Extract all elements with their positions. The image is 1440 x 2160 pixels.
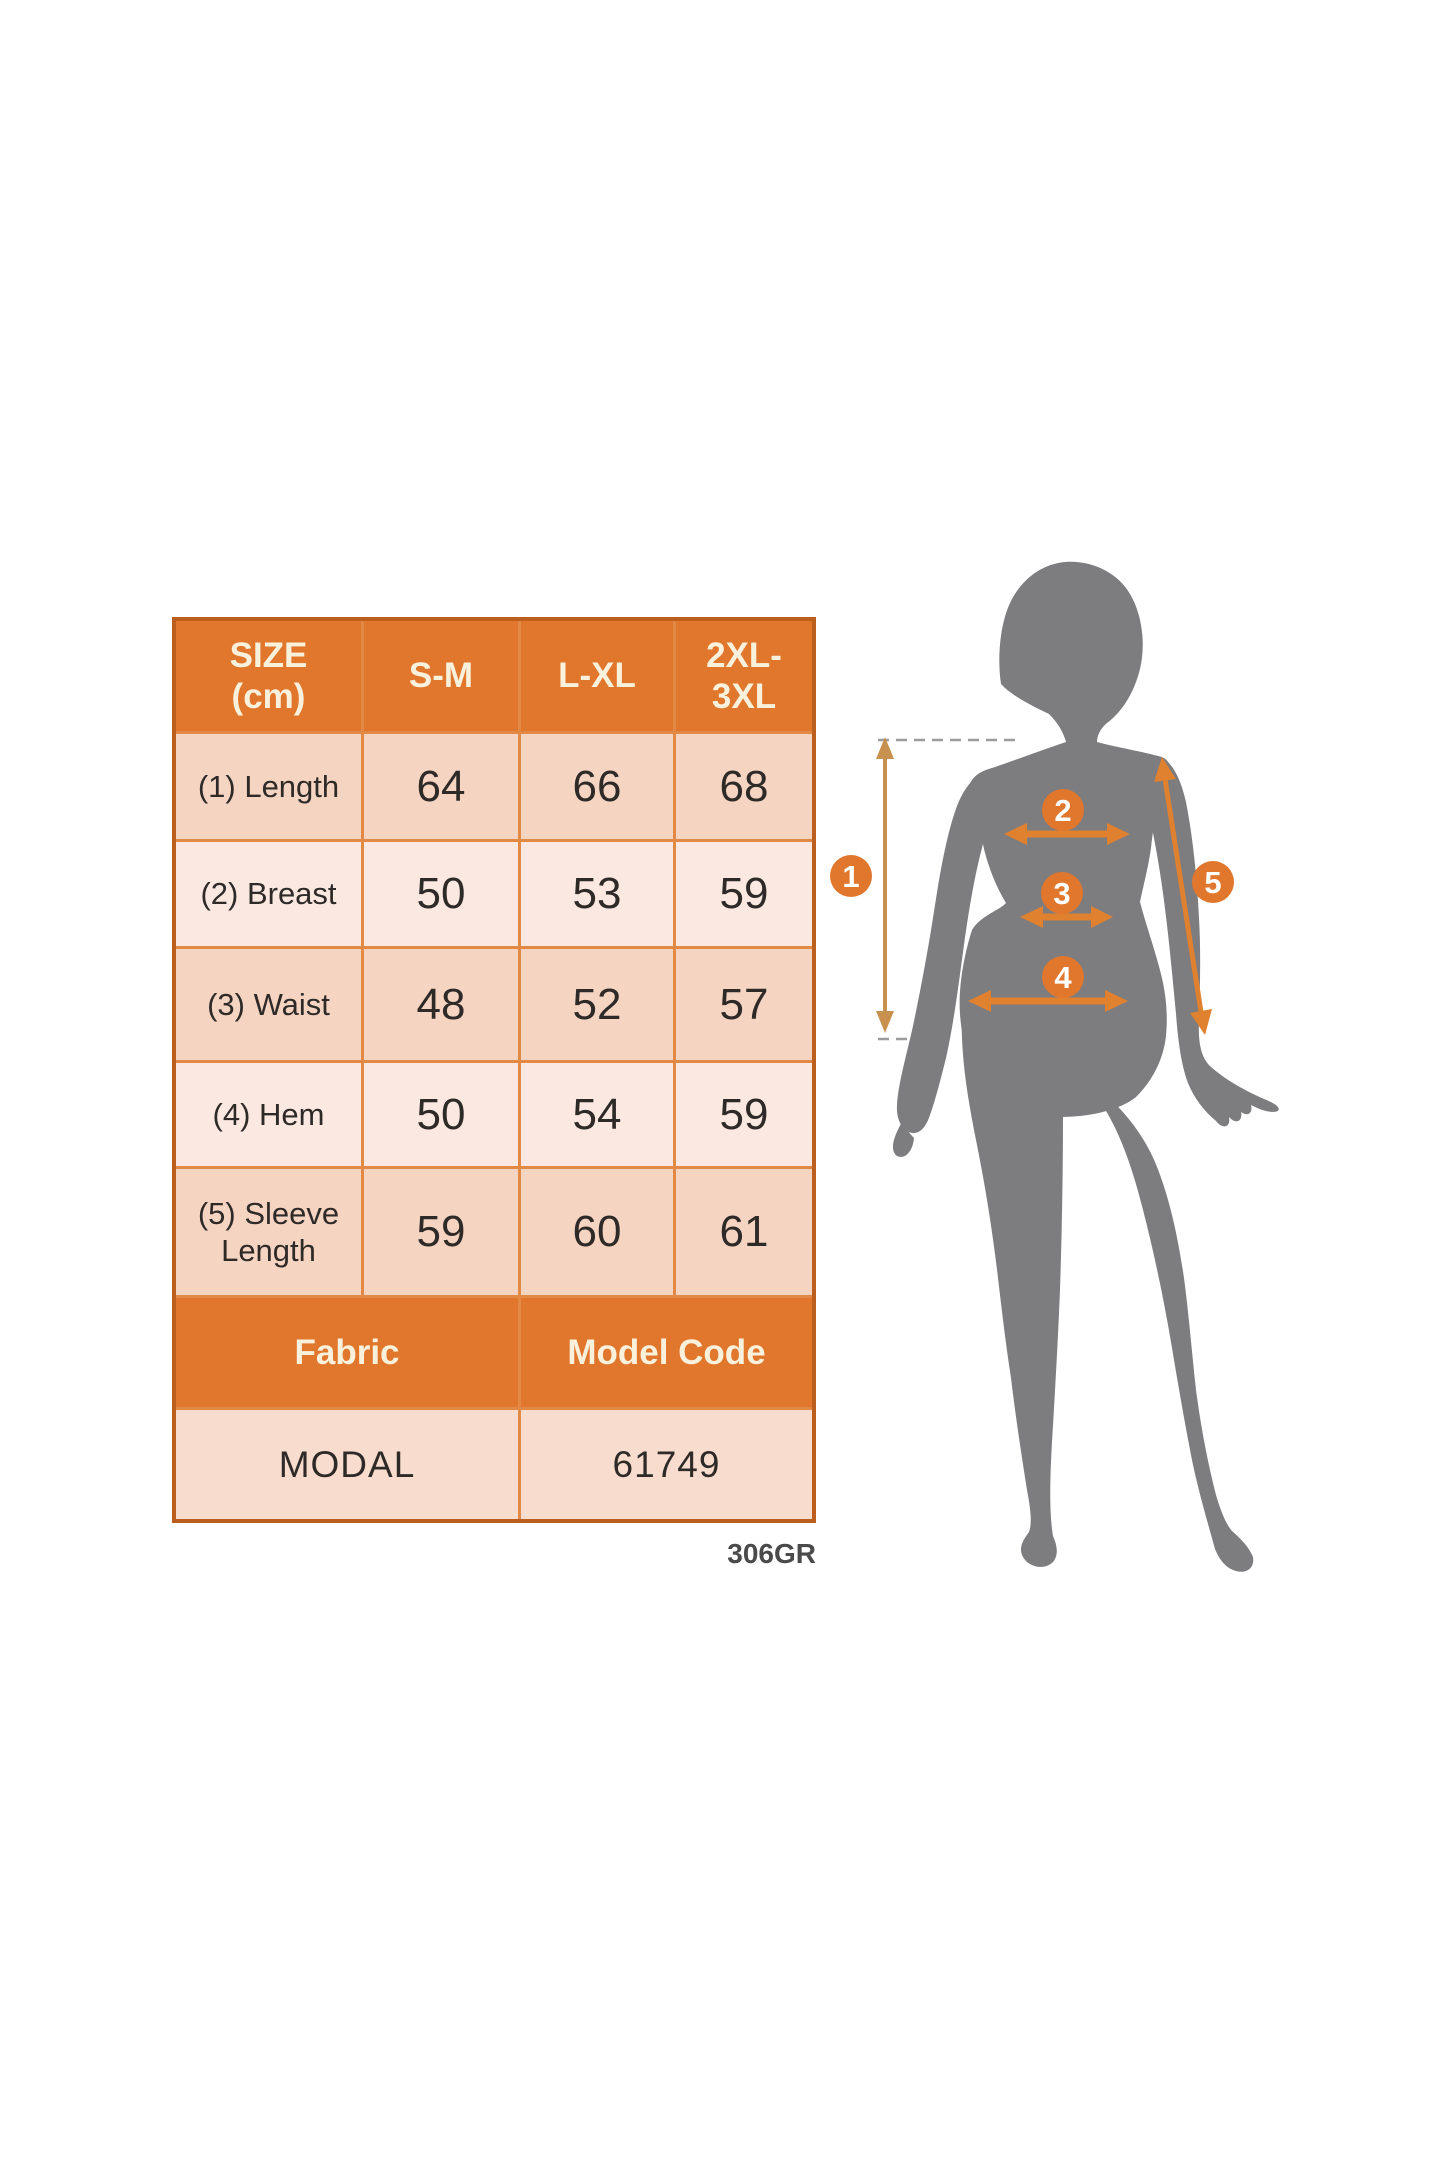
header-2xl-3xl-label: 2XL- 3XL [706,635,782,716]
marker-badge-2: 2 [1042,789,1084,831]
header-s-m-label: S-M [408,656,474,696]
row-length-2xl3xl: 68 [676,734,812,839]
sleeve-measure-arrow [1154,757,1212,1035]
row-sleeve-label: (5) Sleeve Length [176,1169,361,1295]
silhouette-left-arm [896,768,999,1134]
row-sleeve-sm: 59 [364,1169,518,1295]
row-breast-label: (2) Breast [176,842,361,946]
model-code-header: Model Code [521,1298,812,1407]
silhouette-right-arm [1139,755,1279,1127]
row-breast-lxl: 53 [521,842,673,946]
row-waist-2xl3xl: 57 [676,949,812,1060]
female-silhouette [892,561,1279,1572]
header-l-xl: L-XL [521,621,673,731]
header-s-m: S-M [364,621,518,731]
model-code-value: 61749 [521,1410,812,1519]
row-hem-lxl: 54 [521,1063,673,1166]
size-table: SIZE (cm) S-M L-XL 2XL- 3XL (1) Length 6… [172,617,816,1523]
waist-measure-arrow [1020,906,1113,928]
marker-5-number: 5 [1204,865,1221,900]
row-hem-label: (4) Hem [176,1063,361,1166]
silhouette-right-leg [1093,1086,1254,1572]
row-waist-sm: 48 [364,949,518,1060]
row-length-lxl: 66 [521,734,673,839]
marker-4-number: 4 [1054,960,1072,995]
row-breast-2xl3xl: 59 [676,842,812,946]
marker-badge-1: 1 [830,855,872,897]
breast-measure-arrow [1004,823,1130,845]
silhouette-left-leg [961,1008,1063,1567]
measurement-figure: 1 2 3 4 5 [830,540,1370,1600]
measurement-figure-svg: 1 2 3 4 5 [830,561,1279,1572]
marker-badge-5: 5 [1192,861,1234,903]
header-size-cm: SIZE (cm) [176,621,361,731]
fabric-header: Fabric [176,1298,518,1407]
silhouette-trunk [959,561,1169,1117]
row-length-label: (1) Length [176,734,361,839]
product-code-note: 306GR [727,1538,816,1569]
row-waist-lxl: 52 [521,949,673,1060]
row-length-sm: 64 [364,734,518,839]
marker-badge-4: 4 [1042,956,1084,998]
row-hem-2xl3xl: 59 [676,1063,812,1166]
row-sleeve-lxl: 60 [521,1169,673,1295]
silhouette-left-hand [892,1122,914,1157]
marker-1-number: 1 [842,859,859,894]
hem-measure-arrow [968,990,1128,1012]
marker-badge-3: 3 [1041,872,1083,914]
marker-2-number: 2 [1054,793,1071,828]
row-sleeve-2xl3xl: 61 [676,1169,812,1295]
row-hem-sm: 50 [364,1063,518,1166]
header-l-xl-label: L-XL [558,656,636,696]
header-2xl-3xl: 2XL- 3XL [676,621,812,731]
marker-3-number: 3 [1053,876,1070,911]
row-breast-sm: 50 [364,842,518,946]
fabric-value: MODAL [176,1410,518,1519]
row-waist-label: (3) Waist [176,949,361,1060]
header-size-cm-label: SIZE (cm) [229,635,308,716]
length-measure-arrow [876,737,894,1033]
